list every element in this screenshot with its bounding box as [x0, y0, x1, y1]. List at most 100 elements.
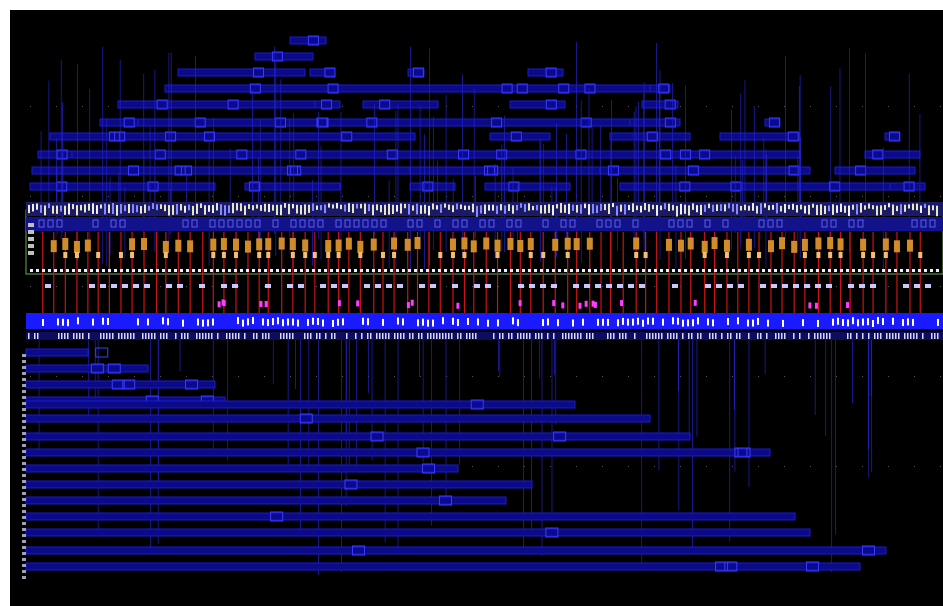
via-box	[307, 35, 319, 46]
rail-contact	[317, 318, 319, 326]
row-dot	[936, 269, 939, 272]
metal-track	[489, 132, 551, 141]
contact-dash	[712, 204, 714, 212]
contact-dash	[556, 204, 558, 209]
contact-dash	[304, 204, 306, 215]
bottom-contact	[736, 333, 738, 339]
row-dot	[78, 269, 81, 272]
grid-dot	[940, 376, 941, 377]
rail-contact	[427, 319, 429, 327]
bottom-contact	[34, 333, 36, 339]
rail-contact	[607, 318, 609, 326]
bottom-contact	[826, 333, 828, 339]
contact-dash	[596, 205, 598, 213]
grid-dot	[212, 376, 213, 377]
diffusion	[220, 238, 227, 251]
contact-dash	[64, 205, 66, 215]
grid-dot	[160, 196, 161, 197]
contact-dash	[416, 203, 418, 215]
row-dot	[294, 269, 297, 272]
magenta-mark	[552, 300, 556, 307]
contact-pair	[331, 284, 337, 288]
standard-cell-row	[25, 202, 943, 340]
m1-via	[506, 219, 513, 228]
bottom-contact	[541, 333, 543, 339]
bottom-contact	[412, 333, 414, 339]
row-dot	[408, 269, 411, 272]
diffusion	[779, 237, 786, 250]
contact-dash	[140, 205, 142, 214]
bottom-contact	[346, 333, 348, 339]
grid-dot	[680, 196, 681, 197]
bottom-contact	[211, 333, 213, 339]
row-dot	[540, 269, 543, 272]
m1-via	[317, 219, 324, 228]
row-dot	[252, 269, 255, 272]
m1-via	[272, 219, 279, 228]
diffusion-contact	[312, 252, 317, 258]
diffusion	[677, 239, 684, 252]
row-dot	[750, 269, 753, 272]
row-dot	[330, 269, 333, 272]
rail-contact	[42, 319, 44, 327]
contact-dash	[76, 205, 78, 216]
bottom-contact	[862, 333, 864, 339]
contact-pair	[595, 284, 601, 288]
rail-contact	[912, 318, 914, 326]
contact-dash	[136, 205, 138, 213]
m1-via	[209, 219, 216, 228]
diffusion-contact	[211, 252, 216, 258]
rail-contact	[602, 318, 604, 326]
contact-dash	[892, 204, 894, 216]
grid-dot	[706, 376, 707, 377]
m1-via	[488, 219, 495, 228]
rail-contact	[617, 319, 619, 327]
pin-mark	[22, 552, 26, 555]
layout-canvas[interactable]	[10, 10, 943, 606]
via-box	[724, 561, 738, 572]
grid-dot	[134, 376, 135, 377]
bottom-contact	[658, 333, 660, 339]
contact-dash	[68, 203, 70, 215]
via-box	[327, 83, 339, 94]
contact-dash	[176, 203, 178, 215]
rail-contact	[882, 318, 884, 326]
via-box	[123, 117, 135, 128]
m1-via	[911, 219, 918, 228]
diffusion	[289, 237, 296, 250]
pin-mark	[22, 462, 26, 465]
bottom-contact	[829, 333, 831, 339]
rail-contact	[877, 317, 879, 325]
contact-dash	[212, 204, 214, 214]
row-dot	[594, 269, 597, 272]
grid-dot	[550, 466, 551, 467]
m1-via	[920, 219, 927, 228]
via-box	[558, 83, 570, 94]
contact-dash	[56, 205, 58, 214]
bottom-contact	[916, 333, 918, 339]
m1-via	[344, 219, 351, 228]
grid-dot	[30, 376, 31, 377]
bottom-contact	[196, 333, 198, 339]
metal-track	[99, 118, 139, 127]
contact-dash	[96, 205, 98, 214]
rail-contact	[907, 318, 909, 326]
diffusion	[325, 240, 332, 253]
grid-dot	[810, 106, 811, 107]
grid-dot	[758, 376, 759, 377]
bottom-contact	[757, 333, 759, 339]
row-dot	[282, 269, 285, 272]
row-dot	[84, 269, 87, 272]
grid-dot	[654, 376, 655, 377]
via-box	[516, 83, 528, 94]
bottom-contact	[655, 333, 657, 339]
grid-dot	[784, 106, 785, 107]
row-dot	[882, 269, 885, 272]
grid-dot	[56, 106, 57, 107]
via-box	[154, 149, 166, 160]
rail-contact	[682, 319, 684, 327]
contact-pair	[221, 284, 227, 288]
bottom-contact	[649, 333, 651, 339]
rail-contact	[402, 318, 404, 326]
contact-dash	[368, 204, 370, 212]
